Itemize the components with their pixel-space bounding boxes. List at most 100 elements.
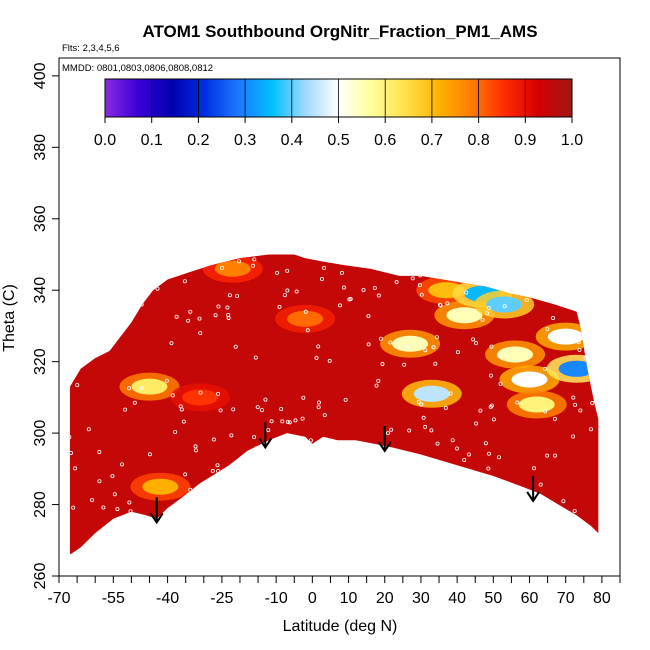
sample-dot xyxy=(480,317,485,322)
sample-dot xyxy=(343,397,348,402)
sample-dot xyxy=(489,490,494,495)
x-tick-label: 70 xyxy=(557,590,575,607)
sample-dot xyxy=(515,400,520,405)
x-tick-label: 40 xyxy=(448,590,466,607)
x-tick-label: 0 xyxy=(308,590,317,607)
sample-dot xyxy=(418,506,423,511)
sample-dot xyxy=(407,428,412,433)
sample-dot xyxy=(466,452,471,457)
sample-dot xyxy=(370,476,375,481)
y-tick-label: 380 xyxy=(32,134,49,161)
sample-dot xyxy=(260,408,265,413)
sample-dot xyxy=(275,270,280,275)
sample-dot xyxy=(210,468,215,473)
sample-dot xyxy=(455,350,460,355)
anomaly-core xyxy=(142,478,179,495)
sample-dot xyxy=(71,505,76,510)
sample-dot xyxy=(235,294,240,299)
sample-dot xyxy=(462,457,467,462)
sample-dot xyxy=(552,453,557,458)
sample-dot xyxy=(510,514,515,519)
sample-dot xyxy=(366,314,371,319)
sample-dot xyxy=(497,494,502,499)
sample-dot xyxy=(173,429,178,434)
sample-dot xyxy=(127,500,132,505)
sample-dot xyxy=(182,279,187,284)
colorbar-dividers xyxy=(104,79,573,123)
x-tick-label: 10 xyxy=(340,590,358,607)
sample-dot xyxy=(294,289,299,294)
sample-dot xyxy=(470,536,475,541)
sample-dot xyxy=(464,290,469,295)
sample-dot xyxy=(424,507,429,512)
sample-dot xyxy=(322,265,327,270)
sample-dot xyxy=(571,395,576,400)
sample-dot xyxy=(136,285,141,290)
y-tick-label: 260 xyxy=(32,563,49,590)
sample-dot xyxy=(346,543,351,548)
sample-dot xyxy=(443,405,448,410)
sample-dot xyxy=(232,511,237,516)
sample-dot xyxy=(178,404,183,409)
sample-dot xyxy=(211,437,216,442)
anomaly-core xyxy=(446,307,483,324)
flights-note: Flts: 2,3,4,5,6 xyxy=(62,43,120,54)
sample-dot xyxy=(549,290,554,295)
sample-dot xyxy=(365,511,370,516)
sample-dot xyxy=(193,444,198,449)
sample-dot xyxy=(434,335,439,340)
sample-dot xyxy=(120,462,125,467)
anomaly-core xyxy=(518,396,555,413)
sample-dot xyxy=(269,419,274,424)
sample-dot xyxy=(237,259,242,264)
sample-dot xyxy=(580,313,585,318)
sample-dot xyxy=(252,435,257,440)
sample-dot xyxy=(489,403,494,408)
flight-arrowhead xyxy=(258,437,273,450)
flight-arrowhead xyxy=(149,512,164,525)
x-tick-label: 20 xyxy=(376,590,394,607)
sample-dot xyxy=(360,520,365,525)
sample-dot xyxy=(197,316,202,321)
sample-dot xyxy=(402,362,407,367)
sample-dot xyxy=(543,409,548,414)
sample-dot xyxy=(223,518,228,523)
sample-dot xyxy=(207,505,212,510)
sample-dot xyxy=(394,280,399,285)
x-axis: -70 -55 -40 -25 -10 0 10 20 30 40 50 60 70 80 xyxy=(47,576,621,607)
x-tick-label: -10 xyxy=(265,590,288,607)
sample-dot xyxy=(81,348,86,353)
sample-dot xyxy=(316,400,321,405)
y-axis: 260 280 300 320 340 360 380 400 xyxy=(32,62,59,589)
sample-dot xyxy=(445,301,450,306)
y-tick-label: 300 xyxy=(32,420,49,447)
sample-dot xyxy=(152,543,157,548)
sample-dot xyxy=(380,362,385,367)
sample-dot xyxy=(87,255,92,260)
sample-dot xyxy=(497,353,502,358)
sample-dot xyxy=(571,434,576,439)
sample-dot xyxy=(252,257,257,262)
sample-dot xyxy=(316,405,321,410)
sample-dot xyxy=(198,390,203,395)
sample-dot xyxy=(227,293,232,298)
sample-dot xyxy=(348,296,353,301)
sample-dot xyxy=(455,516,460,521)
colorbar-tick-label: 0.7 xyxy=(421,132,443,149)
sample-dot xyxy=(97,450,102,455)
sample-dot xyxy=(590,401,595,406)
sample-dot xyxy=(341,285,346,290)
sample-dot xyxy=(381,469,386,474)
sample-dot xyxy=(300,416,305,421)
sample-dot xyxy=(417,283,422,288)
sample-dot xyxy=(253,355,258,360)
sample-dot xyxy=(118,258,123,263)
sample-dot xyxy=(97,479,102,484)
x-tick-label: 30 xyxy=(412,590,430,607)
sample-dot xyxy=(388,340,393,345)
sample-dot xyxy=(545,453,550,458)
sample-dot xyxy=(188,309,193,314)
sample-dot xyxy=(548,263,553,268)
sample-dot xyxy=(220,265,225,270)
